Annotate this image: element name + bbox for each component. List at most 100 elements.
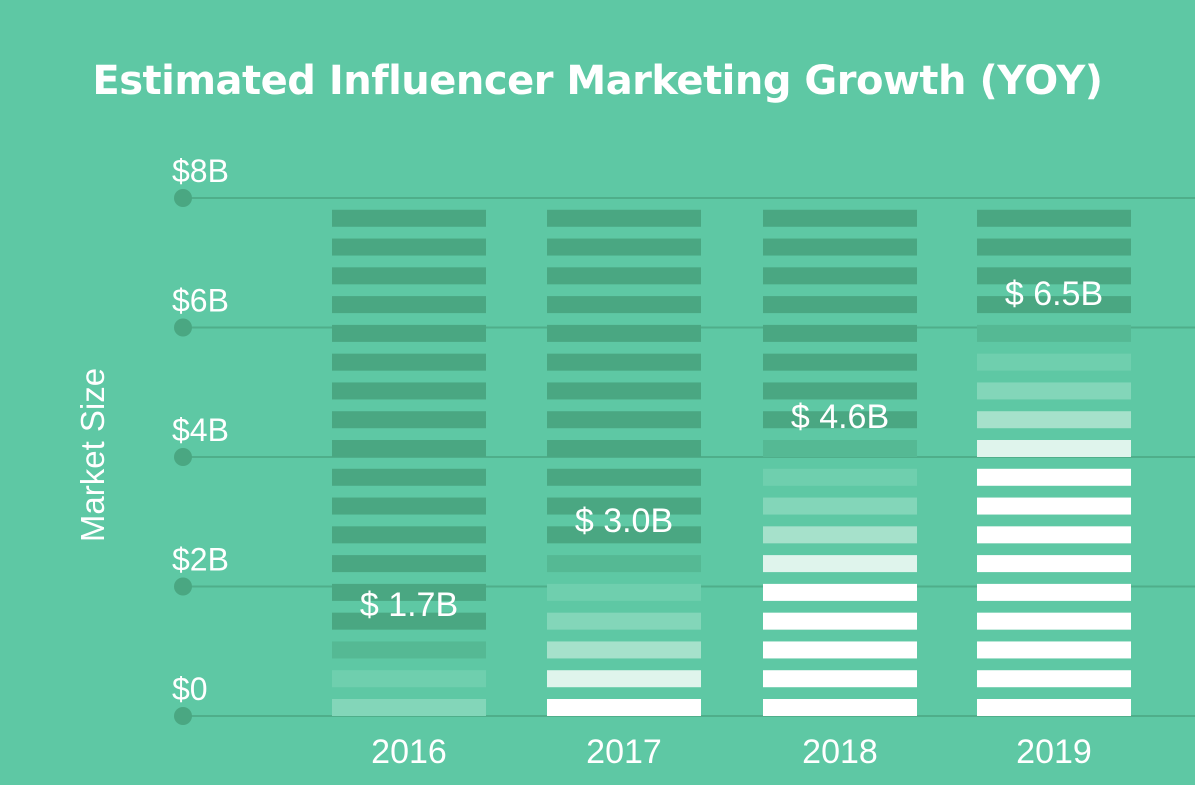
bar-stripe — [332, 526, 486, 544]
bar-stripe — [547, 209, 701, 227]
bar-stripe — [332, 209, 486, 227]
bar-stripe — [977, 526, 1131, 544]
bar-stripe — [332, 497, 486, 515]
bar-stripe — [977, 382, 1131, 400]
y-tick-dot — [174, 189, 192, 207]
bar-stripe — [977, 324, 1131, 342]
bar-stripe — [977, 497, 1131, 515]
x-tick-label: 2019 — [1016, 733, 1092, 771]
y-tick-label: $2B — [172, 542, 229, 578]
bar-stripe — [547, 267, 701, 285]
bar-stripe — [977, 555, 1131, 573]
bar-stripe — [977, 267, 1131, 285]
bar-stripe — [763, 468, 917, 486]
x-tick-label: 2016 — [371, 733, 447, 771]
y-tick-label: $8B — [172, 153, 229, 189]
bar-stripe — [977, 670, 1131, 688]
bar-stripe — [763, 353, 917, 371]
bar-stripe — [977, 353, 1131, 371]
bar-stripe — [332, 468, 486, 486]
y-tick-dot — [174, 577, 192, 596]
bar-stripe — [332, 411, 486, 429]
bar-stripe — [547, 583, 701, 601]
y-tick-label: $0 — [172, 671, 208, 707]
bar-stripe — [763, 324, 917, 342]
bar-stripe — [332, 440, 486, 457]
value-label: $ 1.7B — [360, 586, 458, 624]
chart-title: Estimated Influencer Marketing Growth (Y… — [92, 58, 1103, 104]
y-tick-dot — [174, 448, 192, 466]
bar-stripe — [547, 612, 701, 630]
bar-stripe — [977, 583, 1131, 601]
bar-stripe — [547, 526, 701, 544]
bar-stripe — [547, 699, 701, 716]
bar-stripe — [763, 209, 917, 227]
bar-stripe — [547, 497, 701, 515]
x-ticks: 2016 2017 2018 2019 — [371, 733, 1092, 771]
x-tick-label: 2017 — [586, 733, 662, 771]
bar-stripe — [332, 382, 486, 400]
bar-stripe — [332, 267, 486, 285]
bar-stripe — [763, 612, 917, 630]
bar-stripe — [977, 468, 1131, 486]
bar-stripe — [763, 526, 917, 544]
bar-stripe — [547, 670, 701, 688]
value-labels: $ 1.7B $ 3.0B $ 4.6B $ 6.5B — [360, 275, 1103, 624]
bar-stripe — [332, 238, 486, 256]
bar-stripe — [547, 324, 701, 342]
bar-stripe — [332, 296, 486, 314]
y-tick-dot — [174, 318, 192, 337]
bar-stripe — [332, 555, 486, 573]
bar-stripe — [977, 238, 1131, 256]
bar-stripe — [977, 411, 1131, 429]
bar-stripe — [763, 641, 917, 659]
y-tick-dot — [174, 707, 192, 725]
x-tick-label: 2018 — [802, 733, 878, 771]
bar-stripe — [763, 411, 917, 429]
bar-stripe — [977, 641, 1131, 659]
bar-stripe — [332, 583, 486, 601]
bar-stripe — [547, 468, 701, 486]
bar-stripe — [977, 296, 1131, 314]
y-tick-label: $6B — [172, 283, 229, 319]
bar-stripe — [977, 612, 1131, 630]
bar-stripe — [763, 699, 917, 716]
bar-stripe — [332, 699, 486, 716]
bar-stripe — [977, 699, 1131, 716]
value-label: $ 3.0B — [575, 502, 673, 540]
bar-stripe — [763, 238, 917, 256]
bar-stripe — [763, 555, 917, 573]
bar-stripe — [763, 440, 917, 457]
value-label: $ 6.5B — [1005, 275, 1103, 313]
bar-stripe — [763, 497, 917, 515]
bar-stripe — [547, 238, 701, 256]
bar-2017 — [547, 209, 701, 716]
bar-stripe — [977, 440, 1131, 457]
bar-stripe — [763, 583, 917, 601]
bar-stripe — [547, 641, 701, 659]
bar-stripe — [547, 382, 701, 400]
bar-stripe — [332, 612, 486, 630]
bar-2016 — [332, 209, 486, 716]
bar-stripe — [332, 353, 486, 371]
bar-stripe — [332, 324, 486, 342]
bar-stripe — [547, 555, 701, 573]
bar-stripe — [977, 209, 1131, 227]
bar-stripe — [763, 296, 917, 314]
bars — [332, 209, 1131, 716]
value-label: $ 4.6B — [791, 398, 889, 436]
bar-stripe — [547, 353, 701, 371]
bar-2019 — [977, 209, 1131, 716]
bar-stripe — [332, 670, 486, 688]
bar-stripe — [547, 296, 701, 314]
bar-stripe — [547, 440, 701, 457]
bar-stripe — [763, 382, 917, 400]
bar-stripe — [763, 267, 917, 285]
bar-2018 — [763, 209, 917, 716]
bar-stripe — [547, 411, 701, 429]
y-tick-label: $4B — [172, 412, 229, 448]
y-ticks: $0 $2B $4B $6B $8B — [172, 153, 229, 725]
bar-stripe — [763, 670, 917, 688]
bar-stripe — [332, 641, 486, 659]
